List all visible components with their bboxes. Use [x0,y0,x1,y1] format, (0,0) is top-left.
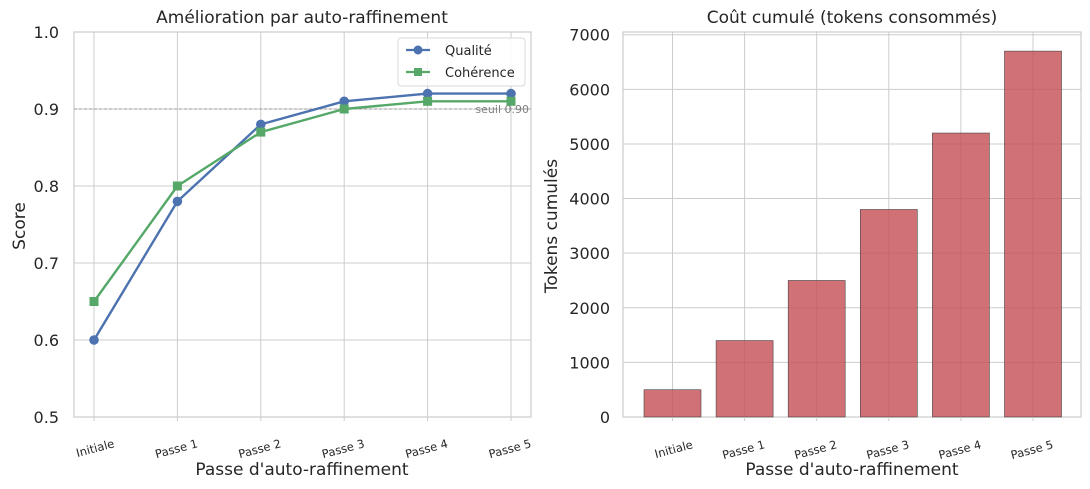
y-tick-label: 0.6 [34,331,59,350]
series-line-coherence [93,100,511,303]
bar [859,209,918,418]
threshold-label: seuil 0.90 [475,103,529,116]
bar [715,340,774,418]
bar [787,280,846,418]
line-chart-grid [74,31,531,418]
x-tick-label: Passe 3 [320,436,366,461]
y-tick-label: 3000 [569,244,610,263]
y-tick-label: 5000 [569,135,610,154]
line-chart-x-ticks: Initiale Passe 1 Passe 2 Passe 3 Passe 4 Pass… [75,417,533,461]
y-tick-label: 0.5 [34,408,59,427]
x-tick-label: Passe 2 [237,436,283,461]
bar-chart-frame [622,31,1082,418]
x-tick-label: Initiale [75,436,116,460]
bar [932,132,990,418]
bar [1004,50,1062,418]
x-tick-label: Passe 4 [937,437,983,462]
data-point-coherence [339,104,349,114]
legend-marker-quality [413,45,423,55]
threshold-line: seuil 0.90 [74,103,531,116]
legend: Qualité Cohérence [397,37,526,87]
bar-chart-y-axis-label: Tokens cumulés [542,159,562,294]
legend-marker-coherence [414,68,422,76]
data-point-quality [89,335,99,345]
series-line-quality [92,92,511,341]
y-tick-label: 1.0 [34,23,59,42]
legend-label-coherence: Cohérence [445,66,515,81]
bar-chart-bars [643,50,1062,418]
data-point-coherence [89,297,99,306]
legend-label-quality: Qualité [445,44,492,59]
y-tick-label: 0.9 [34,100,59,119]
line-chart-title: Amélioration par auto-raffinement [156,8,448,28]
bar-chart-title: Coût cumulé (tokens consommés) [707,8,997,28]
line-chart-y-axis-label: Score [10,202,30,250]
data-point-coherence [256,127,266,137]
y-tick-label: 0.8 [34,177,59,196]
y-tick-label: 1000 [569,353,610,372]
data-point-coherence [506,96,516,106]
y-tick-label: 2000 [569,299,610,318]
line-chart-y-ticks: 0.5 0.6 0.7 0.8 0.9 1.0 [34,23,59,427]
x-tick-label: Passe 2 [793,437,839,462]
x-tick-label: Passe 4 [404,436,450,461]
line-chart-x-axis-label: Passe d'auto-raffinement [195,460,409,480]
bar [643,389,702,418]
y-tick-label: 0.7 [34,254,59,273]
data-point-quality [506,88,516,99]
x-tick-label: Passe 5 [1009,437,1055,462]
y-tick-label: 0 [600,408,610,427]
bar-chart-x-ticks: Initiale Passe 1 Passe 2 Passe 3 Passe 4 Pass… [653,417,1055,462]
data-point-coherence [172,181,182,191]
x-tick-label: Passe 5 [487,436,533,461]
line-chart-series [89,88,516,345]
data-point-quality [172,196,183,207]
x-tick-label: Initiale [653,437,694,461]
data-point-coherence [423,96,433,106]
line-chart-panel: seuil 0.90 0.5 0.6 0.7 0.8 0.9 1.0 Initiale Pa… [10,8,533,480]
x-tick-label: Passe 3 [865,437,911,462]
line-chart-frame [73,31,532,418]
data-point-quality [422,88,433,99]
data-point-quality [339,96,350,107]
data-point-quality [255,119,266,130]
x-tick-label: Passe 1 [154,436,200,461]
y-tick-label: 4000 [569,190,610,209]
y-tick-label: 6000 [569,80,610,99]
y-tick-label: 7000 [569,26,610,45]
bar-chart-panel: 0 1000 2000 3000 4000 5000 6000 7000 Initiale Pa… [542,8,1082,480]
bar-chart-y-ticks: 0 1000 2000 3000 4000 5000 6000 7000 [569,26,610,427]
x-tick-label: Passe 1 [721,437,767,462]
bar-chart-x-axis-label: Passe d'auto-raffinement [745,460,959,480]
